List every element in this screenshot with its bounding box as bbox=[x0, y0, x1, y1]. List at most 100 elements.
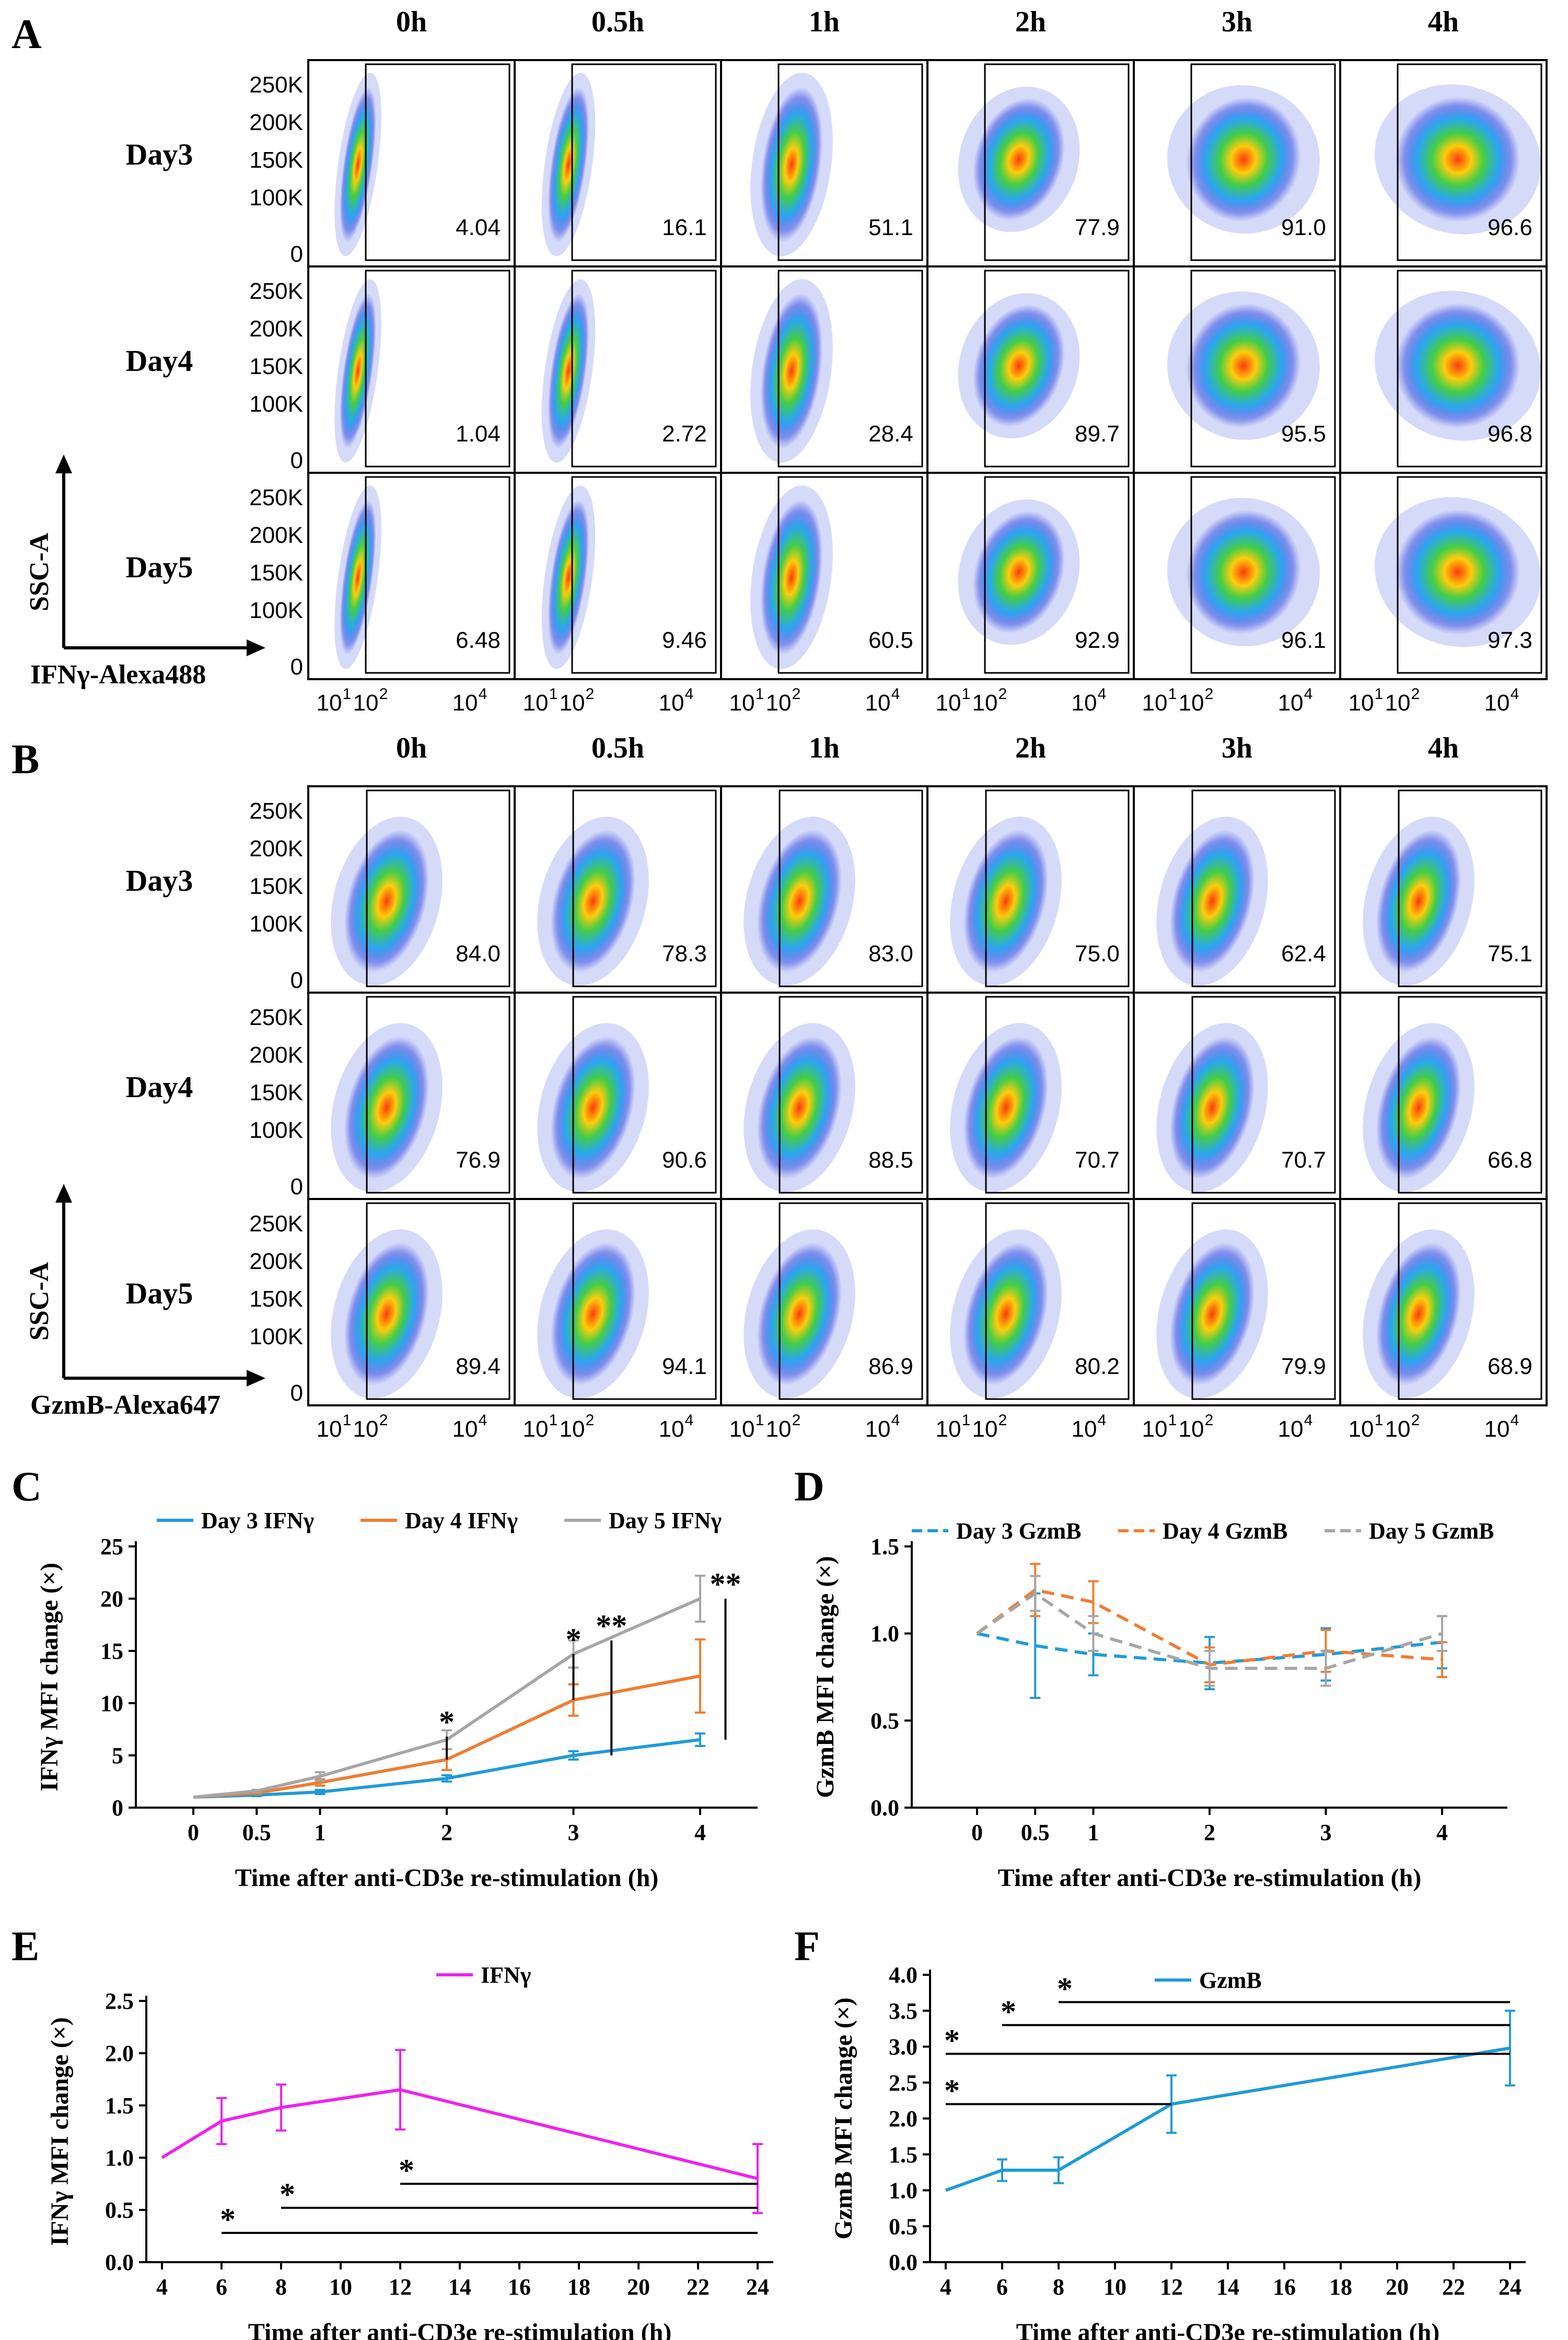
x-tick-label: 14 bbox=[1216, 2274, 1239, 2300]
gate-percentage: 91.0 bbox=[1281, 215, 1326, 240]
x-tick-label: 14 bbox=[448, 2274, 471, 2300]
gate-box bbox=[985, 789, 1130, 987]
x-tick-label: 16 bbox=[1273, 2274, 1296, 2300]
x-tick-exponent: 4 bbox=[1304, 685, 1313, 703]
x-tick-label: 0.5 bbox=[1021, 1820, 1050, 1845]
gate-box bbox=[365, 63, 510, 261]
gate-percentage: 88.5 bbox=[868, 1147, 913, 1173]
gate-box bbox=[571, 63, 717, 261]
gate-box bbox=[1397, 476, 1542, 674]
x-tick-label: 10 bbox=[1278, 690, 1304, 716]
y-tick-label: 250K bbox=[249, 72, 303, 98]
x-tick-exponent: 2 bbox=[1411, 1412, 1420, 1429]
x-tick-label: 3 bbox=[1320, 1820, 1332, 1845]
significance-marker: * bbox=[280, 2177, 295, 2211]
gate-box bbox=[779, 1202, 923, 1400]
y-tick-label: 0.5 bbox=[105, 2197, 134, 2223]
x-axis-title: Time after anti-CD3e re-stimulation (h) bbox=[998, 1864, 1422, 1892]
significance-marker: ** bbox=[596, 1609, 627, 1643]
gate-box bbox=[572, 789, 717, 987]
x-tick-label: 0 bbox=[971, 1820, 983, 1845]
x-axis-title: Time after anti-CD3e re-stimulation (h) bbox=[235, 1864, 659, 1892]
gate-box bbox=[366, 996, 510, 1194]
gate-percentage: 6.48 bbox=[456, 627, 501, 653]
x-tick-exponent: 1 bbox=[549, 1412, 558, 1429]
x-tick-label: 4 bbox=[940, 2274, 951, 2300]
x-tick-label: 2 bbox=[1204, 1820, 1215, 1845]
cell-cloud bbox=[340, 87, 376, 242]
x-tick-label: 10 bbox=[865, 690, 891, 716]
x-tick-label: 18 bbox=[567, 2274, 590, 2300]
y-tick-label: 0.0 bbox=[105, 2250, 134, 2275]
x-tick-exponent: 4 bbox=[1098, 1412, 1107, 1429]
gate-percentage: 2.72 bbox=[662, 421, 707, 447]
x-tick-label: 16 bbox=[508, 2274, 531, 2300]
column-header: 1h bbox=[809, 732, 840, 764]
y-tick-label: 250K bbox=[249, 278, 303, 304]
chart-c: 0 5 10 15 20 25 0 0.5 1 2 3 4 Time after anti-CD3e r… bbox=[36, 1508, 758, 1892]
cell-cloud bbox=[344, 1242, 429, 1386]
significance-marker: * bbox=[944, 2023, 960, 2057]
y-tick-label: 0 bbox=[291, 1174, 303, 1200]
cell-cloud bbox=[1186, 304, 1301, 428]
x-tick-label: 10 bbox=[1278, 1416, 1304, 1442]
x-tick-exponent: 2 bbox=[998, 1412, 1007, 1429]
y-tick-label: 4.0 bbox=[889, 1962, 917, 1988]
y-tick-label: 250K bbox=[249, 1211, 303, 1237]
gate-box bbox=[984, 476, 1130, 674]
x-tick-label: 10 bbox=[729, 1416, 755, 1442]
y-tick-label: 1.0 bbox=[105, 2145, 134, 2171]
x-tick-label: 10 bbox=[936, 690, 961, 716]
x-tick-label: 10 bbox=[1104, 2274, 1126, 2300]
y-tick-label: 0.5 bbox=[889, 2214, 917, 2239]
x-tick-label: 0.5 bbox=[242, 1820, 271, 1845]
series-line bbox=[945, 2046, 1511, 2192]
gate-box bbox=[1190, 63, 1336, 261]
gate-box bbox=[1398, 996, 1542, 1194]
significance-marker: * bbox=[1001, 1994, 1016, 2029]
gate-box bbox=[571, 476, 717, 674]
cell-cloud bbox=[757, 1036, 842, 1179]
y-tick-label: 2.5 bbox=[889, 2070, 917, 2095]
cell-cloud bbox=[760, 293, 823, 449]
cell-cloud bbox=[550, 830, 636, 973]
panel-letter-c: C bbox=[11, 1464, 42, 1510]
column-header: 2h bbox=[1015, 732, 1046, 764]
y-tick-label: 0 bbox=[291, 654, 303, 680]
significance-marker: * bbox=[944, 2074, 960, 2108]
x-tick-exponent: 4 bbox=[891, 1412, 900, 1429]
x-tick-exponent: 1 bbox=[343, 1412, 352, 1429]
y-tick-label: 100K bbox=[249, 391, 303, 417]
y-tick-label: 200K bbox=[249, 1249, 303, 1274]
x-tick-exponent: 1 bbox=[343, 685, 352, 703]
x-tick-label: 10 bbox=[1179, 1416, 1204, 1442]
y-tick-label: 200K bbox=[249, 316, 303, 342]
gate-percentage: 78.3 bbox=[662, 941, 707, 967]
row-header: Day4 bbox=[126, 344, 193, 378]
x-tick-label: 10 bbox=[1179, 690, 1204, 716]
x-tick-exponent: 4 bbox=[479, 685, 487, 703]
cell-cloud bbox=[344, 830, 429, 973]
gate-percentage: 90.6 bbox=[662, 1147, 707, 1173]
x-axis-label-b: GzmB-Alexa647 bbox=[30, 1390, 220, 1420]
x-tick-exponent: 2 bbox=[1205, 1412, 1214, 1429]
x-tick-label: 10 bbox=[1349, 690, 1374, 716]
gate-percentage: 77.9 bbox=[1075, 215, 1120, 240]
cell-cloud bbox=[340, 499, 376, 655]
row-header: Day4 bbox=[126, 1070, 193, 1104]
y-tick-label: 150K bbox=[249, 560, 303, 586]
gate-percentage: 89.7 bbox=[1075, 421, 1120, 447]
y-tick-label: 2.5 bbox=[105, 1988, 134, 2014]
series-line bbox=[977, 1632, 1443, 1665]
x-tick-label: 10 bbox=[1142, 1416, 1168, 1442]
x-tick-label: 10 bbox=[353, 1416, 379, 1442]
flow-grid-a: 0h 0.5h 1h 2h 3h 4h Day3 250K 200K 150K 100K 0 4.04 1… bbox=[126, 6, 1548, 716]
flow-plot-frame bbox=[1339, 1198, 1548, 1406]
cell-cloud bbox=[1376, 1036, 1461, 1179]
x-tick-label: 2 bbox=[441, 1820, 452, 1845]
x-tick-label: 10 bbox=[353, 690, 379, 716]
gate-box bbox=[1191, 1202, 1336, 1400]
column-header: 1h bbox=[809, 6, 840, 38]
gate-box bbox=[985, 1202, 1130, 1400]
gate-percentage: 95.5 bbox=[1281, 421, 1326, 447]
